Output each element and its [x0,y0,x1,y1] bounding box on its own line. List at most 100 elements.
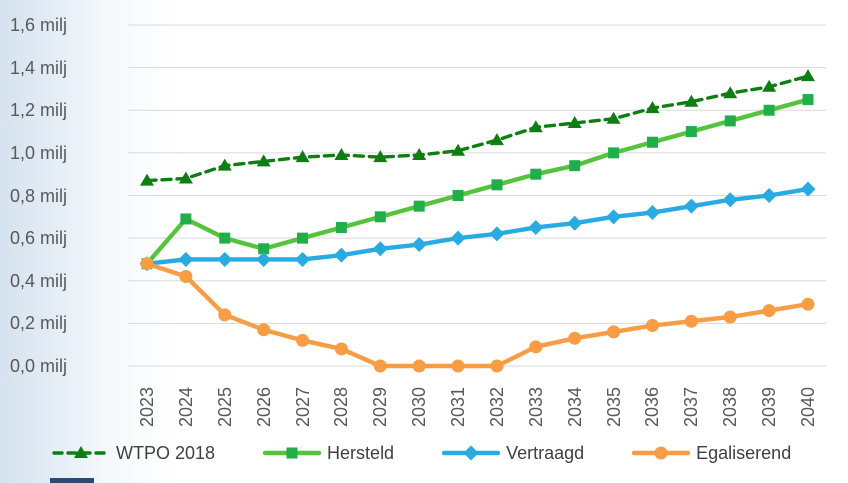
y-axis-tick-label: 0,2 milj [10,313,68,334]
data-point-square [569,160,581,172]
x-axis-tick-label: 2037 [681,386,702,428]
legend-swatch-vertraagd-icon [442,445,501,461]
data-point-triangle [451,143,466,156]
y-axis-tick-label: 0,6 milj [10,228,68,249]
legend-label: Hersteld [327,442,395,463]
data-point-circle [568,331,582,345]
legend-item-vertraagd: Vertraagd [442,443,584,464]
data-point-diamond [295,251,311,267]
y-axis-tick-label: 1,2 milj [10,100,68,121]
data-point-square [258,243,270,255]
data-point-triangle [334,148,349,161]
data-point-diamond [463,445,479,461]
data-point-square [297,232,309,244]
data-point-triangle [295,150,310,163]
data-point-square [219,232,231,244]
data-point-square [608,147,620,159]
data-point-diamond [450,230,466,246]
data-point-circle [334,342,348,356]
y-axis-tick-label: 0,4 milj [10,270,68,291]
y-axis-tick-label: 0,8 milj [10,185,68,206]
data-point-circle [412,359,426,373]
x-axis-tick-label: 2033 [525,386,546,428]
series-egaliserend [140,257,815,373]
x-axis-tick-label: 2023 [137,386,157,428]
data-point-triangle [373,150,388,163]
data-point-diamond [178,251,194,267]
data-point-triangle [256,154,271,167]
data-point-diamond [761,188,777,203]
legend-item-hersteld: Hersteld [263,443,394,464]
data-point-diamond [644,205,660,221]
y-axis-tick-label: 1,4 milj [10,57,68,78]
data-point-square [374,211,386,223]
data-point-triangle [723,86,738,99]
data-point-triangle [74,446,88,458]
x-axis-tick-label: 2026 [253,386,274,428]
data-point-circle [654,446,668,460]
data-point-diamond [567,215,583,231]
slide-accent-bar [50,478,94,483]
data-point-circle [762,304,776,318]
series-wtpo-2018 [140,69,815,186]
data-point-diamond [528,219,544,235]
data-point-triangle [489,133,504,146]
y-axis-tick-label: 1,6 milj [10,15,68,35]
x-axis-tick-label: 2035 [603,386,624,428]
data-point-square [335,221,347,233]
data-point-square [491,179,503,191]
data-point-circle [257,323,271,337]
legend-item-egaliserend: Egaliserend [632,443,791,464]
x-axis-tick-label: 2036 [642,386,663,428]
data-point-triangle [528,120,543,133]
data-point-triangle [762,79,777,92]
series-line [144,97,811,266]
x-axis-tick-label: 2025 [214,386,235,428]
data-point-square [763,104,775,116]
data-point-circle [218,308,232,322]
data-point-triangle [412,148,427,161]
legend-swatch-hersteld-icon [263,447,322,459]
legend-swatch-egaliserend-icon [632,446,691,460]
data-point-diamond [333,247,349,263]
legend-label: Egaliserend [696,442,792,463]
legend-item-wtpo-2018: WTPO 2018 [52,443,215,464]
data-point-square [646,136,658,148]
data-point-circle [140,257,154,271]
data-point-diamond [800,181,816,197]
data-point-diamond [722,192,738,208]
data-point-triangle [606,111,621,124]
data-point-square [724,115,736,127]
legend-label: WTPO 2018 [116,442,216,463]
data-point-diamond [683,198,699,214]
data-point-square [452,190,464,201]
data-point-circle [607,325,621,339]
data-point-square [685,126,697,138]
data-point-circle [684,314,698,328]
data-point-triangle [217,158,232,171]
data-point-square [286,447,298,459]
data-point-triangle [684,94,699,107]
data-point-diamond [606,209,622,225]
x-axis-tick-label: 2029 [370,386,391,428]
data-point-diamond [217,251,233,267]
x-axis-tick-label: 2028 [331,386,352,428]
data-point-circle [179,269,193,283]
x-axis-tick-label: 2038 [720,386,741,428]
legend-label: Vertraagd [506,442,585,463]
y-axis-tick-label: 0,0 milj [10,356,68,376]
x-axis-tick-label: 2039 [759,386,780,428]
x-axis-tick-label: 2024 [175,386,196,428]
legend-swatch-wtpo-2018-icon [52,446,110,458]
data-point-circle [451,359,465,373]
y-axis-tick-label: 1,0 milj [10,142,68,163]
data-point-circle [490,359,504,373]
series-line [144,261,811,369]
data-point-triangle [140,173,154,186]
x-axis-tick-label: 2040 [798,386,818,428]
data-point-triangle [567,116,582,129]
chart-legend: WTPO 2018 Hersteld Vertraagd Egaliserend [52,438,832,468]
data-point-circle [723,310,737,324]
